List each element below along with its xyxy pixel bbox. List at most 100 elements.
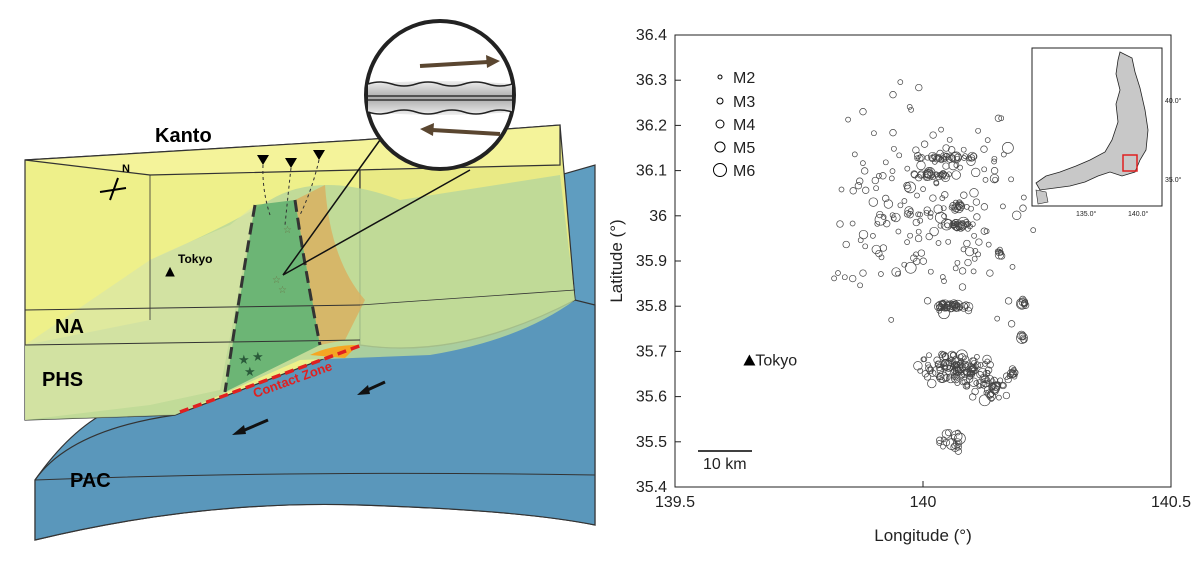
earthquake-point	[946, 373, 956, 384]
y-tick-label: 36.2	[636, 117, 667, 134]
inner-edge-2	[24, 304, 361, 311]
earthquake-point	[1004, 297, 1013, 305]
earthquake-point	[933, 171, 939, 178]
earthquake-point	[941, 359, 950, 367]
earthquake-point	[897, 79, 904, 85]
earthquake-point	[977, 367, 988, 378]
earthquake-point	[914, 192, 920, 199]
na-label: NA	[55, 316, 84, 338]
earthquake-point	[986, 269, 994, 277]
earthquake-point	[971, 232, 977, 239]
earthquake-point	[876, 173, 882, 179]
earthquake-point	[934, 211, 947, 224]
earthquake-point	[970, 357, 978, 365]
earthquake-stars: ★ ★ ★ ☆ ☆ ☆	[238, 225, 292, 379]
earthquake-point	[1020, 334, 1026, 341]
earthquake-point	[1019, 204, 1027, 212]
earthquake-point	[1012, 210, 1022, 220]
earthquake-point	[871, 176, 879, 185]
earthquake-point	[888, 175, 895, 182]
fault-lower-line	[367, 109, 513, 115]
earthquake-point	[862, 243, 869, 250]
earthquake-point	[916, 160, 926, 171]
earthquake-point	[984, 374, 995, 385]
earthquake-point	[941, 364, 948, 371]
earthquake-point	[841, 274, 848, 281]
earthquake-point	[954, 439, 961, 446]
earthquake-point	[927, 170, 934, 177]
legend-label-m3: M3	[733, 94, 755, 111]
zoom-line-1	[282, 139, 381, 276]
earthquake-point	[923, 169, 933, 179]
earthquake-point	[845, 116, 851, 123]
inset-ytick-40: 40.0°	[1165, 97, 1182, 105]
earthquake-point	[854, 182, 863, 190]
earthquake-point	[1002, 372, 1011, 380]
zone-border-right	[293, 199, 322, 346]
earthquake-point	[913, 361, 923, 371]
scale-bar-label: 10 km	[703, 456, 747, 473]
inset-xtick-140: 140.0°	[1128, 210, 1149, 218]
earthquake-point	[860, 160, 866, 166]
earthquake-point	[975, 238, 983, 246]
earthquake-point	[1018, 297, 1029, 307]
earthquake-point	[917, 211, 923, 218]
legend-marker-m3	[716, 97, 724, 105]
earthquake-point	[948, 160, 958, 171]
earthquake-point	[996, 394, 1002, 401]
y-tick-label: 35.6	[636, 389, 667, 406]
station-triangle-3	[313, 150, 325, 160]
earthquake-point	[849, 220, 856, 227]
earthquake-point	[878, 271, 884, 277]
earthquake-point	[891, 145, 897, 152]
seismicity-scatter-chart: 35.4 35.5 35.6 35.7 35.8 35.9 36 36.1 36.2 36.3 36…	[607, 27, 1191, 545]
earthquake-point	[907, 232, 913, 239]
earthquake-point	[973, 213, 981, 221]
earthquake-point	[915, 228, 922, 235]
x-tick-label: 139.5	[655, 494, 695, 511]
earthquake-point	[915, 83, 923, 92]
earthquake-point	[938, 350, 946, 359]
inset-kyushu	[1035, 189, 1049, 205]
earthquake-point	[941, 278, 947, 284]
earthquake-point	[870, 233, 876, 239]
earthquake-point	[964, 383, 971, 390]
pac-arrowhead-1	[357, 385, 370, 395]
inset-map: 40.0° 35.0° 135.0° 140.0°	[1031, 47, 1182, 218]
y-tick-label: 35.9	[636, 253, 667, 270]
earthquake-point	[1000, 203, 1006, 210]
earthquake-point	[904, 239, 910, 245]
earthquake-point	[969, 188, 979, 198]
earthquake-point	[963, 239, 971, 248]
earthquake-point	[923, 209, 930, 216]
x-tick-label: 140.5	[1151, 494, 1191, 511]
earthquake-point	[948, 357, 956, 365]
earthquake-point	[944, 222, 951, 229]
earthquake-point	[981, 166, 988, 173]
earthquake-point	[985, 241, 992, 248]
earthquake-point	[965, 375, 974, 383]
earthquake-point	[942, 144, 950, 152]
earthquake-point	[917, 249, 926, 257]
earthquake-point	[936, 149, 944, 158]
earthquake-point	[938, 300, 946, 308]
earthquake-point	[920, 140, 929, 148]
earthquake-point	[962, 369, 969, 375]
earthquake-point	[939, 170, 947, 178]
earthquake-point	[994, 248, 1001, 255]
inset-ytick-35: 35.0°	[1165, 176, 1182, 184]
inset-japan-landmass	[1035, 51, 1149, 191]
earthquake-point	[962, 153, 968, 159]
earthquake-point	[963, 204, 970, 210]
earthquake-point	[1007, 368, 1017, 379]
fault-upper-line	[367, 81, 513, 87]
earthquake-point	[920, 186, 926, 192]
orange-patch	[310, 345, 358, 358]
earthquake-point	[838, 186, 845, 193]
earthquake-point	[917, 367, 924, 374]
earthquake-point	[926, 167, 933, 174]
earthquake-point	[943, 373, 951, 382]
svg-text:☆: ☆	[278, 285, 287, 296]
earthquake-point	[889, 129, 897, 137]
legend-label-m5: M5	[733, 140, 755, 157]
